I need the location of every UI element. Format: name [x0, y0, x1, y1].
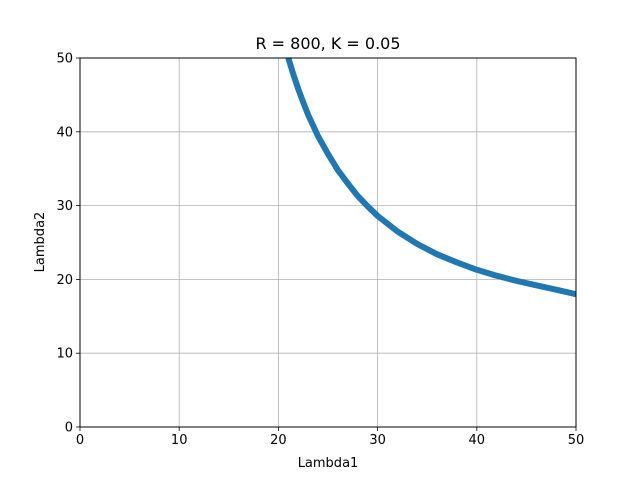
x-tick-label: 40 [469, 433, 486, 448]
y-tick-label: 10 [56, 347, 73, 362]
x-tick-label: 30 [369, 433, 386, 448]
series-line [285, 57, 577, 298]
y-tick-label: 50 [56, 52, 73, 67]
grid-lines [79, 57, 577, 428]
axes-frame [79, 57, 577, 428]
y-axis-label: Lambda2 [33, 212, 48, 273]
x-tick-label: 20 [270, 433, 287, 448]
x-axis-label: Lambda1 [298, 456, 359, 471]
y-tick-label: 30 [56, 199, 73, 214]
x-tick-label: 50 [568, 433, 585, 448]
axis-ticks: 0 10 20 30 40 50 0 10 20 30 40 50 [56, 52, 584, 449]
x-tick-label: 10 [171, 433, 188, 448]
y-tick-label: 40 [56, 125, 73, 140]
chart-title: R = 800, K = 0.05 [255, 34, 400, 53]
y-tick-label: 0 [65, 421, 73, 436]
y-tick-label: 20 [56, 273, 73, 288]
x-tick-label: 0 [76, 433, 84, 448]
plot-area [285, 57, 577, 298]
